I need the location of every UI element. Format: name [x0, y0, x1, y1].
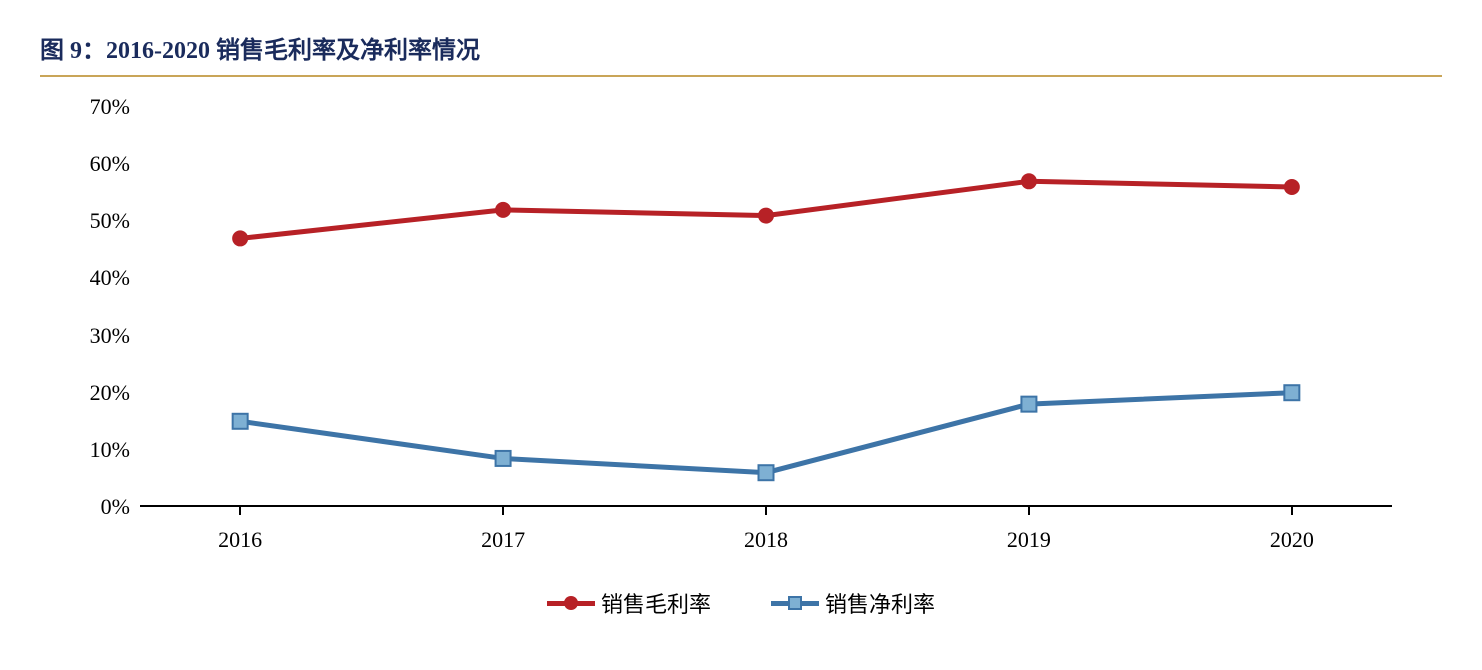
marker-square: [759, 465, 774, 480]
x-tick: [502, 507, 504, 515]
x-tick-label: 2018: [744, 527, 788, 553]
legend-swatch-net: [771, 601, 819, 606]
legend: 销售毛利率 销售净利率: [40, 587, 1442, 619]
chart-container: 0% 10% 20% 30% 40% 50% 60% 70% 2016 2017 2018 2019 2…: [40, 97, 1442, 567]
marker-circle: [495, 202, 511, 218]
y-tick-label: 10%: [90, 437, 130, 463]
marker-square: [1284, 385, 1299, 400]
y-tick-label: 70%: [90, 94, 130, 120]
y-tick-label: 0%: [101, 494, 130, 520]
marker-square: [233, 414, 248, 429]
y-tick-label: 20%: [90, 380, 130, 406]
marker-circle: [758, 208, 774, 224]
x-tick: [1291, 507, 1293, 515]
marker-circle: [1021, 173, 1037, 189]
y-tick-label: 30%: [90, 323, 130, 349]
legend-item-gross: 销售毛利率: [547, 587, 711, 619]
y-tick-label: 40%: [90, 265, 130, 291]
marker-circle: [232, 230, 248, 246]
plot-area: 0%10%20%30%40%50%60%70%20162017201820192…: [140, 107, 1392, 507]
marker-square: [496, 451, 511, 466]
x-tick-label: 2020: [1270, 527, 1314, 553]
y-tick-label: 60%: [90, 151, 130, 177]
x-tick: [239, 507, 241, 515]
y-tick-label: 50%: [90, 208, 130, 234]
marker-square: [1021, 397, 1036, 412]
legend-label-net: 销售净利率: [825, 587, 935, 619]
chart-svg: [140, 107, 1392, 507]
legend-label-gross: 销售毛利率: [601, 587, 711, 619]
legend-marker-circle: [564, 596, 578, 610]
marker-circle: [1284, 179, 1300, 195]
x-tick-label: 2019: [1007, 527, 1051, 553]
x-tick-label: 2016: [218, 527, 262, 553]
x-tick: [765, 507, 767, 515]
series-line-1: [240, 393, 1292, 473]
x-tick: [1028, 507, 1030, 515]
title-underline: [40, 75, 1442, 77]
chart-title: 图 9：2016-2020 销售毛利率及净利率情况: [40, 30, 1442, 65]
legend-item-net: 销售净利率: [771, 587, 935, 619]
legend-marker-square: [788, 596, 802, 610]
x-tick-label: 2017: [481, 527, 525, 553]
legend-swatch-gross: [547, 601, 595, 606]
